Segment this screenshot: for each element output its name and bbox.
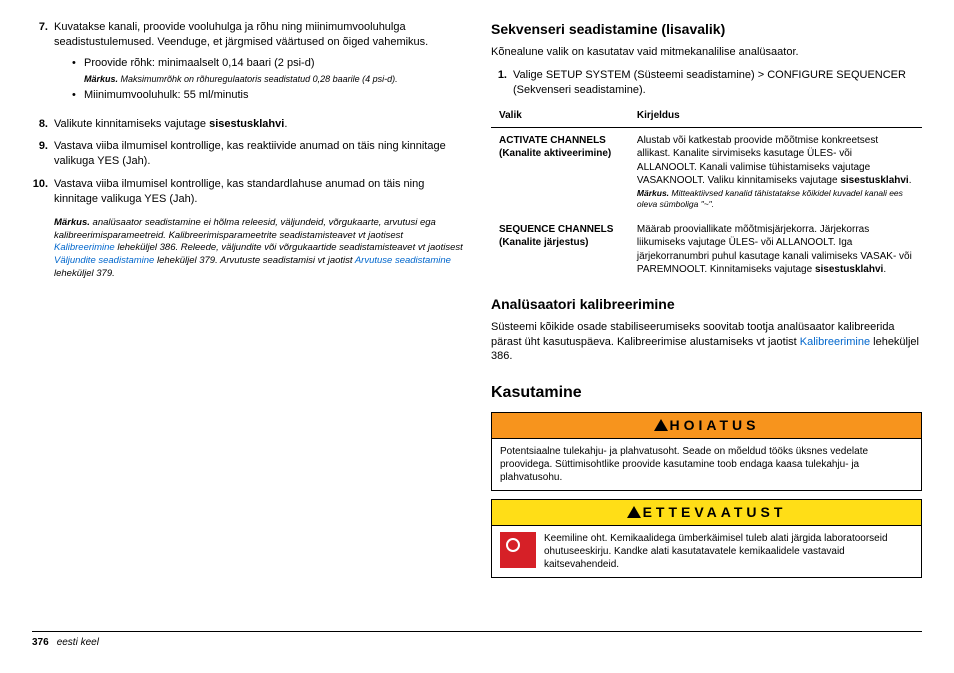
warning-text: Potentsiaalne tulekahju- ja plahvatusoht…	[500, 445, 913, 484]
item-number: 10.	[32, 177, 54, 207]
note-label: Märkus.	[84, 74, 118, 84]
bullet-item: Proovide rõhk: minimaalselt 0,14 baari (…	[72, 56, 463, 85]
caution-header: ETTEVAATUST	[492, 500, 921, 526]
para-sequencer: Kõnealune valik on kasutatav vaid mitmek…	[491, 45, 922, 60]
opt-key: SEQUENCE CHANNELS (Kanalite järjestus)	[491, 217, 629, 283]
desc-bold: sisestusklahvi	[840, 175, 908, 186]
desc-part: .	[883, 264, 886, 275]
warning-triangle-icon	[654, 419, 668, 431]
note-part: leheküljel 379.	[54, 268, 115, 279]
link-calculation[interactable]: Arvutuse seadistamine	[355, 255, 451, 266]
options-table: Valik Kirjeldus ACTIVATE CHANNELS (Kanal…	[491, 105, 922, 282]
inline-note: Märkus. Maksimumrõhk on rõhuregulaatoris…	[84, 73, 463, 85]
left-column: 7. Kuvatakse kanali, proovide vooluhulga…	[32, 20, 463, 625]
opt-key: ACTIVATE CHANNELS (Kanalite aktiveerimin…	[491, 127, 629, 216]
bullet-text: Proovide rõhk: minimaalselt 0,14 baari (…	[84, 57, 315, 69]
list-item-8: 8. Valikute kinnitamiseks vajutage sises…	[32, 117, 463, 132]
warning-title: HOIATUS	[670, 417, 760, 433]
footnote-block: Märkus. analüsaator seadistamine ei hõlm…	[54, 217, 463, 281]
note-part: leheküljel 379. Arvutuste seadistamisi v…	[154, 255, 354, 266]
warning-box: HOIATUS Potentsiaalne tulekahju- ja plah…	[491, 412, 922, 491]
item-number: 7.	[32, 20, 54, 109]
note-label: Märkus.	[637, 188, 669, 198]
item-number: 1.	[491, 68, 513, 98]
list-item-10: 10. Vastava viiba ilmumisel kontrollige,…	[32, 177, 463, 207]
opt-desc: Alustab või katkestab proovide mõõtmise …	[629, 127, 922, 216]
footer-language: eesti keel	[57, 637, 99, 648]
item-text: Vastava viiba ilmumisel kontrollige, kas…	[54, 178, 424, 205]
heading-usage: Kasutamine	[491, 382, 922, 404]
bullet-text: Miinimumvooluhulk: 55 ml/minutis	[84, 89, 248, 101]
note-part: leheküljel 386. Releede, väljundite või …	[115, 242, 463, 253]
list-item-r1: 1. Valige SETUP SYSTEM (Süsteemi seadist…	[491, 68, 922, 98]
caution-box: ETTEVAATUST Keemiline oht. Kemikaalidega…	[491, 499, 922, 578]
item-text-bold: sisestusklahvi	[209, 118, 284, 130]
item-number: 8.	[32, 117, 54, 132]
warning-triangle-icon	[627, 506, 641, 518]
right-column: Sekvenseri seadistamine (lisavalik) Kõne…	[491, 20, 922, 625]
sub-bullets: Proovide rõhk: minimaalselt 0,14 baari (…	[72, 56, 463, 103]
desc-bold: sisestusklahvi	[815, 264, 883, 275]
list-item-9: 9. Vastava viiba ilmumisel kontrollige, …	[32, 139, 463, 169]
th-description: Kirjeldus	[629, 105, 922, 127]
item-text-pre: Valikute kinnitamiseks vajutage	[54, 118, 209, 130]
note-part: analüsaator seadistamine ei hõlma relees…	[54, 217, 436, 241]
heading-sequencer: Sekvenseri seadistamine (lisavalik)	[491, 20, 922, 39]
opt-desc: Määrab prooviallikate mõõtmisjärjekorra.…	[629, 217, 922, 283]
th-option: Valik	[491, 105, 629, 127]
link-outputs[interactable]: Väljundite seadistamine	[54, 255, 154, 266]
bullet-item: Miinimumvooluhulk: 55 ml/minutis	[72, 88, 463, 103]
caution-title: ETTEVAATUST	[643, 504, 787, 520]
item-text-post: .	[284, 118, 287, 130]
item-text: Valige SETUP SYSTEM (Süsteemi seadistami…	[513, 69, 906, 96]
link-calibration-2[interactable]: Kalibreerimine	[800, 336, 870, 348]
numbered-list-right: 1. Valige SETUP SYSTEM (Süsteemi seadist…	[491, 68, 922, 98]
page-footer: 376 eesti keel	[32, 631, 922, 650]
warning-header: HOIATUS	[492, 413, 921, 439]
item-text: Vastava viiba ilmumisel kontrollige, kas…	[54, 140, 446, 167]
heading-calibration: Analüsaatori kalibreerimine	[491, 295, 922, 314]
item-number: 9.	[32, 139, 54, 169]
chemical-hazard-icon	[500, 532, 536, 568]
note-text: Maksimumrõhk on rõhuregulaatoris seadist…	[118, 74, 398, 84]
caution-text: Keemiline oht. Kemikaalidega ümberkäimis…	[544, 532, 913, 571]
list-item-7: 7. Kuvatakse kanali, proovide vooluhulga…	[32, 20, 463, 109]
note-text: Mitteaktiivsed kanalid tähistatakse kõik…	[637, 188, 903, 209]
page-number: 376	[32, 637, 49, 648]
item-text: Kuvatakse kanali, proovide vooluhulga ja…	[54, 21, 428, 48]
para-calibration: Süsteemi kõikide osade stabiliseerumisek…	[491, 320, 922, 365]
table-row: ACTIVATE CHANNELS (Kanalite aktiveerimin…	[491, 127, 922, 216]
numbered-list: 7. Kuvatakse kanali, proovide vooluhulga…	[32, 20, 463, 207]
table-row: SEQUENCE CHANNELS (Kanalite järjestus) M…	[491, 217, 922, 283]
link-calibration[interactable]: Kalibreerimine	[54, 242, 115, 253]
note-label: Märkus.	[54, 217, 90, 228]
row-note: Märkus. Mitteaktiivsed kanalid tähistata…	[637, 188, 914, 211]
desc-part: .	[909, 175, 912, 186]
